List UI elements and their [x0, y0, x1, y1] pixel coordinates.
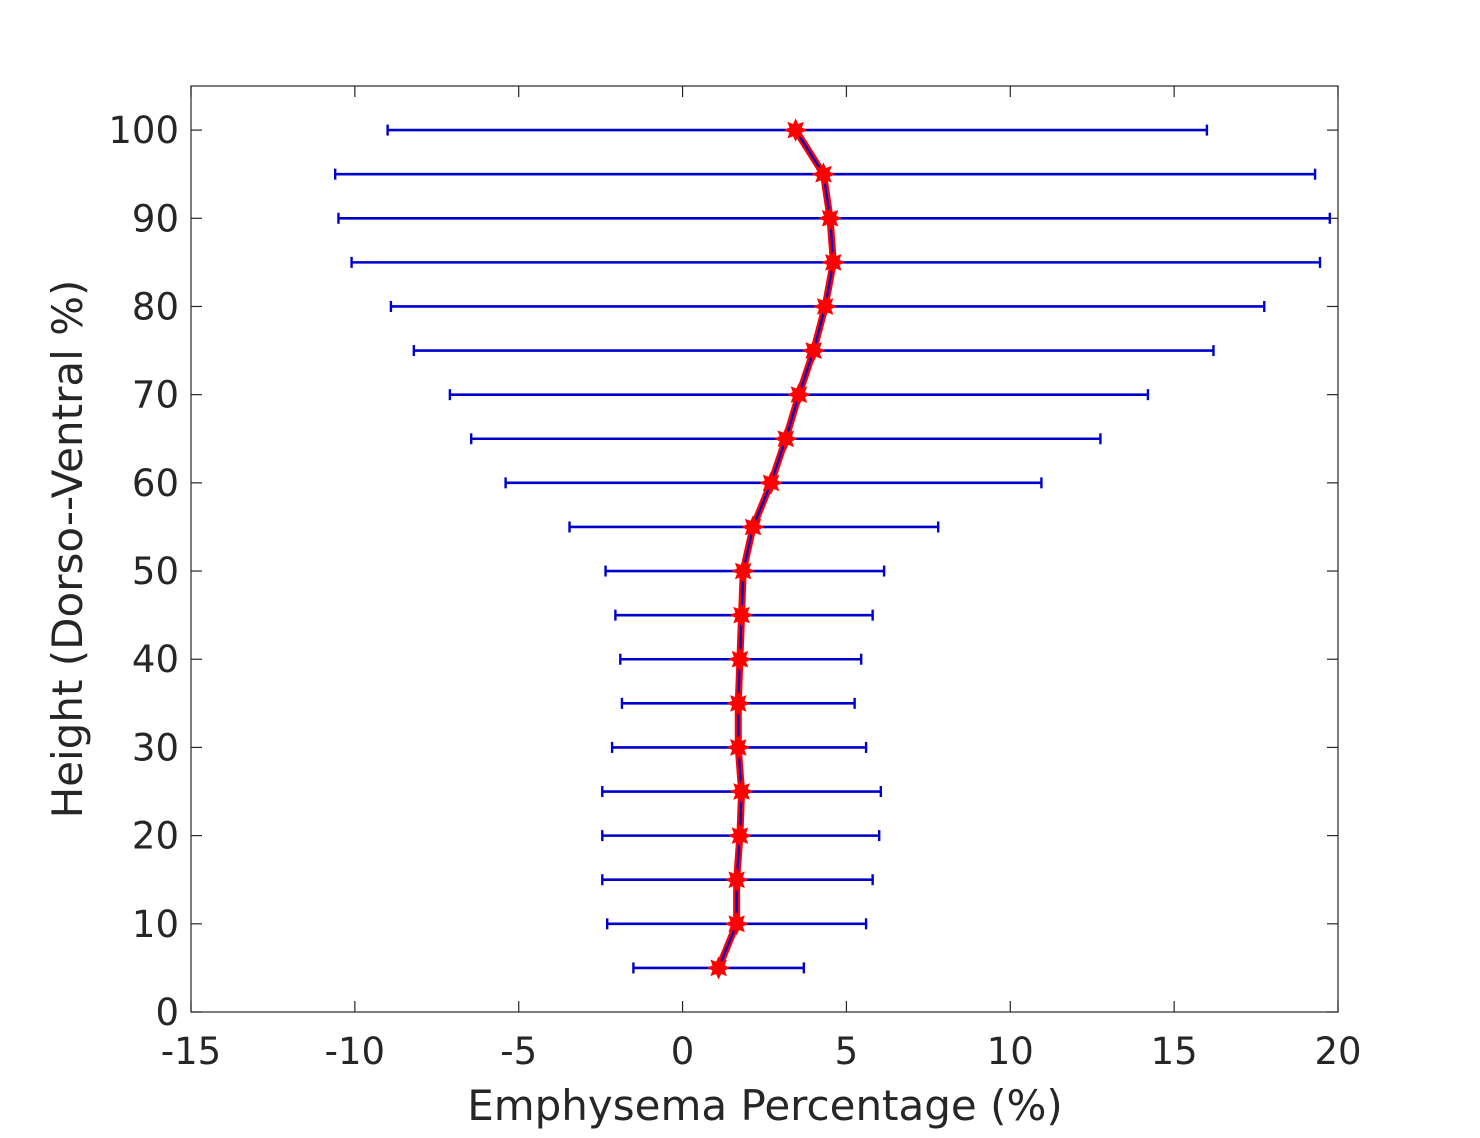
mean-marker	[818, 206, 842, 230]
y-tick-label: 90	[132, 197, 179, 240]
mean-marker	[813, 294, 837, 319]
x-tick-label: -10	[325, 1030, 385, 1073]
x-tick-label: 5	[835, 1030, 859, 1073]
x-tick-label: 0	[671, 1030, 695, 1073]
x-tick-label: 15	[1151, 1030, 1198, 1073]
mean-marker	[801, 338, 826, 363]
mean-marker	[821, 250, 846, 275]
axes-box	[190, 85, 1339, 1013]
mean-marker	[741, 515, 765, 539]
x-tick-label: -15	[161, 1030, 221, 1073]
y-tick-label: 70	[132, 374, 179, 417]
mean-marker	[724, 868, 749, 892]
mean-marker	[726, 735, 750, 760]
y-tick-label: 30	[132, 726, 179, 769]
mean-marker	[706, 956, 731, 980]
mean-marker	[731, 559, 755, 583]
axes: -15 -10 -5 0 5 10 15 20 0 10 20 30 40 50 60 70 80 90 100	[108, 85, 1362, 1073]
y-tick-label: 100	[108, 109, 179, 152]
mean-marker	[728, 823, 752, 848]
mean-marker	[811, 162, 836, 186]
y-tick-label: 20	[132, 815, 179, 858]
plot-area	[333, 118, 1332, 980]
mean-marker	[787, 382, 811, 407]
mean-marker	[724, 912, 749, 936]
mean-marker	[729, 779, 754, 804]
mean-marker	[774, 427, 798, 451]
y-tick-label: 10	[132, 903, 179, 946]
x-tick-label: -5	[500, 1030, 537, 1073]
y-tick-label: 80	[132, 285, 179, 328]
y-tick-label: 40	[132, 638, 179, 681]
y-tick-label: 0	[155, 991, 179, 1034]
mean-marker	[783, 118, 808, 142]
y-tick-label: 50	[132, 550, 179, 593]
mean-marker	[728, 647, 752, 671]
x-tick-label: 10	[987, 1030, 1034, 1073]
mean-marker	[729, 603, 754, 627]
y-tick-label: 60	[132, 462, 179, 505]
x-tick-label: 20	[1314, 1030, 1361, 1073]
x-axis-title: Emphysema Percentage (%)	[467, 1081, 1063, 1130]
y-axis-title: Height (Dorso--Ventral %)	[43, 280, 92, 819]
mean-marker	[759, 471, 783, 495]
mean-marker	[726, 691, 750, 716]
